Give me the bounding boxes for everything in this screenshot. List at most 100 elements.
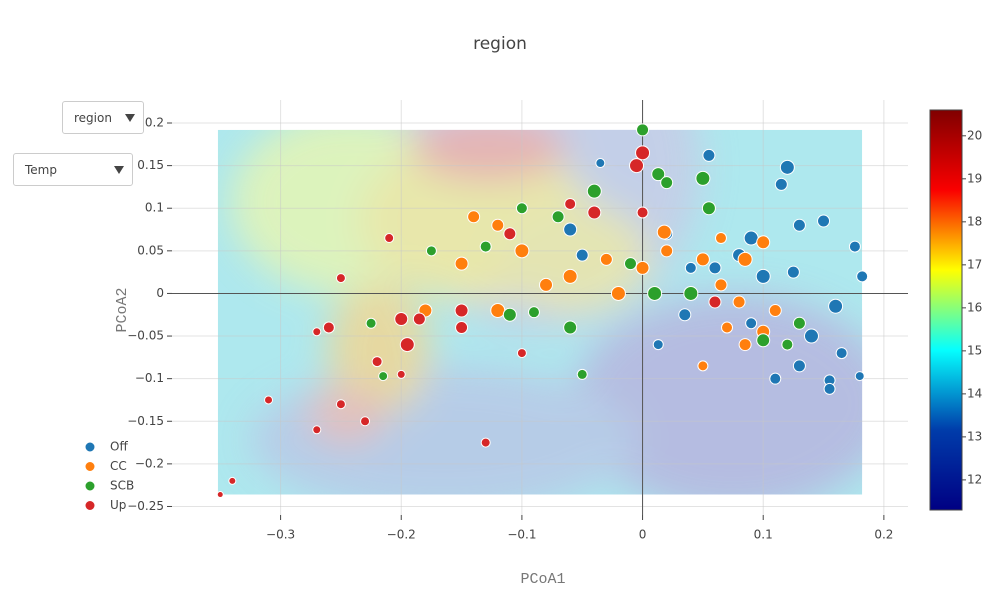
point bbox=[651, 167, 666, 182]
point bbox=[636, 206, 649, 219]
y-tick-label: 0.05 bbox=[137, 243, 164, 257]
point bbox=[697, 360, 709, 372]
y-tick-label: 0.1 bbox=[145, 201, 164, 215]
point bbox=[216, 491, 224, 499]
point bbox=[756, 333, 771, 348]
colorbar-tick-label: 20 bbox=[967, 128, 982, 142]
point bbox=[856, 270, 869, 283]
point bbox=[848, 240, 861, 253]
dropdown-region[interactable]: region bbox=[62, 101, 144, 134]
x-tick-label: −0.2 bbox=[387, 528, 416, 542]
legend-label: Off bbox=[110, 440, 128, 454]
x-tick-label: 0.1 bbox=[754, 528, 773, 542]
point bbox=[491, 218, 505, 232]
colorbar-tick-label: 18 bbox=[967, 214, 982, 228]
y-tick-label: −0.2 bbox=[135, 456, 164, 470]
point bbox=[587, 205, 602, 220]
point bbox=[769, 372, 782, 385]
point bbox=[745, 317, 758, 330]
x-axis-title: PCoA1 bbox=[520, 571, 565, 588]
legend-marker bbox=[84, 480, 96, 492]
legend-marker bbox=[84, 441, 96, 453]
point bbox=[721, 321, 734, 334]
point bbox=[551, 210, 565, 224]
point bbox=[264, 395, 274, 405]
point bbox=[684, 261, 697, 274]
y-tick-label: 0 bbox=[156, 286, 164, 300]
point bbox=[647, 285, 663, 301]
point bbox=[595, 158, 606, 169]
point bbox=[660, 176, 674, 190]
dropdown-arrow bbox=[125, 113, 135, 122]
x-tick-label: −0.3 bbox=[266, 528, 295, 542]
point bbox=[371, 356, 383, 368]
point bbox=[683, 285, 699, 301]
point bbox=[708, 295, 722, 309]
point bbox=[312, 327, 322, 337]
point bbox=[660, 244, 674, 258]
point bbox=[623, 257, 637, 271]
point bbox=[828, 298, 844, 314]
y-tick-label: −0.1 bbox=[135, 371, 164, 385]
point bbox=[516, 348, 527, 359]
point bbox=[737, 251, 753, 267]
point bbox=[792, 359, 806, 373]
colorbar-tick-label: 17 bbox=[967, 257, 982, 271]
point bbox=[467, 210, 481, 224]
point bbox=[701, 201, 716, 216]
point bbox=[854, 371, 865, 382]
point bbox=[502, 307, 517, 322]
point bbox=[425, 245, 437, 257]
point bbox=[515, 202, 528, 215]
point bbox=[412, 312, 426, 326]
legend-marker bbox=[84, 500, 96, 511]
point bbox=[708, 261, 722, 275]
point bbox=[636, 123, 650, 137]
point bbox=[514, 243, 530, 259]
point bbox=[335, 273, 346, 284]
legend-marker bbox=[84, 461, 96, 472]
contour-layer bbox=[217, 129, 863, 495]
point bbox=[781, 338, 794, 351]
point bbox=[322, 321, 335, 334]
point bbox=[779, 159, 795, 175]
y-tick-label: −0.25 bbox=[127, 499, 164, 513]
point bbox=[732, 295, 746, 309]
point bbox=[803, 328, 819, 344]
point bbox=[678, 308, 692, 322]
point bbox=[695, 252, 710, 267]
point bbox=[714, 278, 728, 292]
point bbox=[490, 302, 506, 318]
point bbox=[774, 177, 788, 191]
point bbox=[599, 252, 613, 266]
colorbar-tick-label: 14 bbox=[967, 386, 982, 400]
y-tick-label: −0.05 bbox=[127, 329, 164, 343]
point bbox=[384, 233, 395, 244]
point bbox=[576, 368, 588, 380]
colorbar-tick-label: 15 bbox=[967, 343, 982, 357]
dropdown-temp[interactable]: Temp bbox=[13, 153, 133, 186]
point bbox=[714, 232, 727, 245]
point bbox=[586, 183, 602, 199]
point bbox=[563, 320, 578, 335]
point bbox=[738, 338, 752, 352]
point bbox=[378, 371, 389, 382]
point bbox=[792, 218, 806, 232]
point bbox=[539, 277, 554, 292]
points bbox=[216, 123, 869, 499]
point bbox=[399, 337, 415, 353]
colorbar-tick-label: 19 bbox=[967, 171, 982, 185]
x-tick-label: −0.1 bbox=[507, 528, 536, 542]
point bbox=[365, 317, 377, 329]
y-tick-label: 0.2 bbox=[145, 116, 164, 130]
chart-title: region bbox=[473, 34, 527, 54]
point bbox=[335, 399, 346, 410]
point bbox=[610, 285, 626, 301]
point bbox=[503, 227, 517, 241]
x-tick-label: 0 bbox=[639, 528, 647, 542]
point bbox=[702, 148, 716, 162]
point bbox=[562, 268, 578, 284]
point bbox=[756, 235, 771, 250]
colorbar bbox=[929, 109, 963, 511]
